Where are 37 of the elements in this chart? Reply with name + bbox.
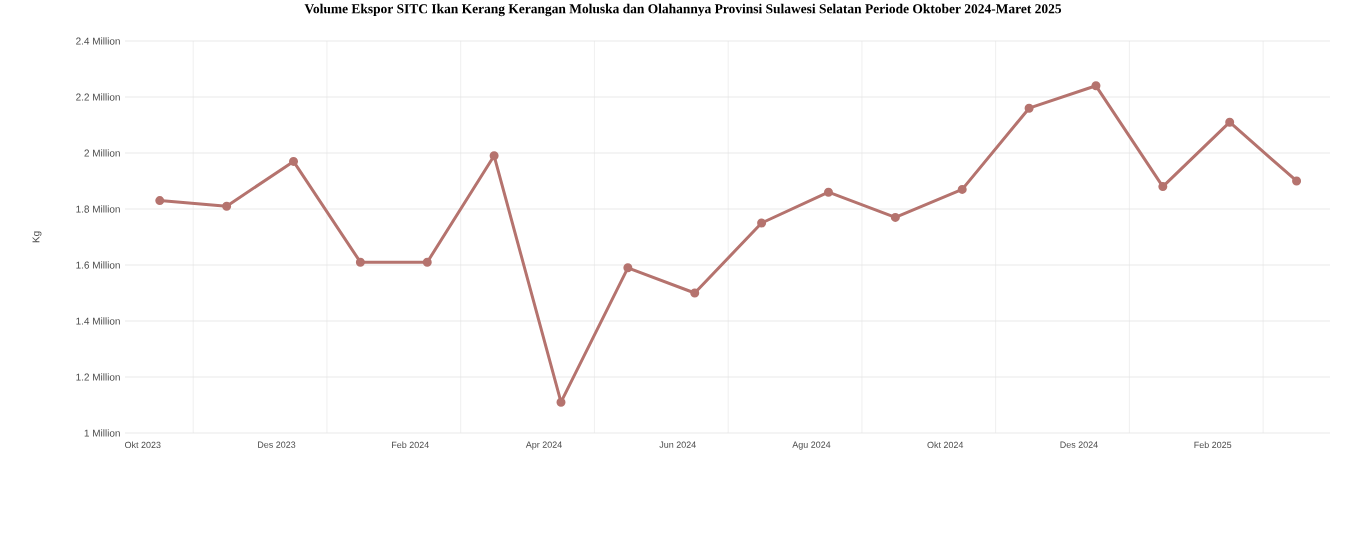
point: [1225, 117, 1235, 127]
point: [289, 156, 299, 166]
y-tick-label: 2.2 Million: [76, 93, 120, 101]
point: [489, 151, 499, 161]
point: [823, 187, 833, 197]
x-tick-label: Okt 2024: [927, 441, 964, 449]
y-tick-label: 1.2 Million: [76, 373, 120, 381]
x-tick-label: Feb 2025: [1194, 441, 1232, 449]
x-tick-label: Feb 2024: [392, 441, 429, 449]
point: [1292, 176, 1302, 186]
x-tick-label: Okt 2023: [125, 441, 161, 449]
y-tick-label: 1.4 Million: [76, 317, 120, 325]
point: [355, 257, 365, 267]
x-tick-label: Apr 2024: [525, 441, 562, 450]
point: [957, 184, 967, 194]
x-tick-label: Des 2024: [1060, 441, 1098, 448]
point: [757, 218, 767, 228]
y-tick-label: 1 Million: [84, 429, 120, 437]
point: [556, 397, 566, 407]
point: [1091, 81, 1101, 91]
x-tick-label: Jun 2024: [659, 441, 696, 448]
y-axis-title: Kg: [32, 231, 42, 243]
chart-title: Volume Ekspor SITC Ikan Kerang Kerangan Moluska dan Olahannya Provinsi Sulawesi Selatan Periode Oktober 2024-Maret 2025: [304, 3, 1062, 17]
point: [155, 196, 165, 206]
y-tick-label: 1.8 Million: [76, 205, 120, 213]
point: [890, 212, 900, 222]
point: [623, 263, 633, 273]
y-tick-label: 2 Million: [84, 149, 120, 157]
x-tick-label: Agu 2024: [792, 441, 831, 450]
point: [222, 201, 232, 211]
point: [1158, 182, 1168, 192]
point: [1024, 103, 1034, 113]
point: [422, 257, 432, 267]
y-tick-label: 1.6 Million: [76, 261, 120, 269]
y-tick-label: 2.4 Million: [76, 37, 120, 45]
point: [690, 288, 700, 298]
x-tick-label: Des 2023: [258, 441, 296, 448]
